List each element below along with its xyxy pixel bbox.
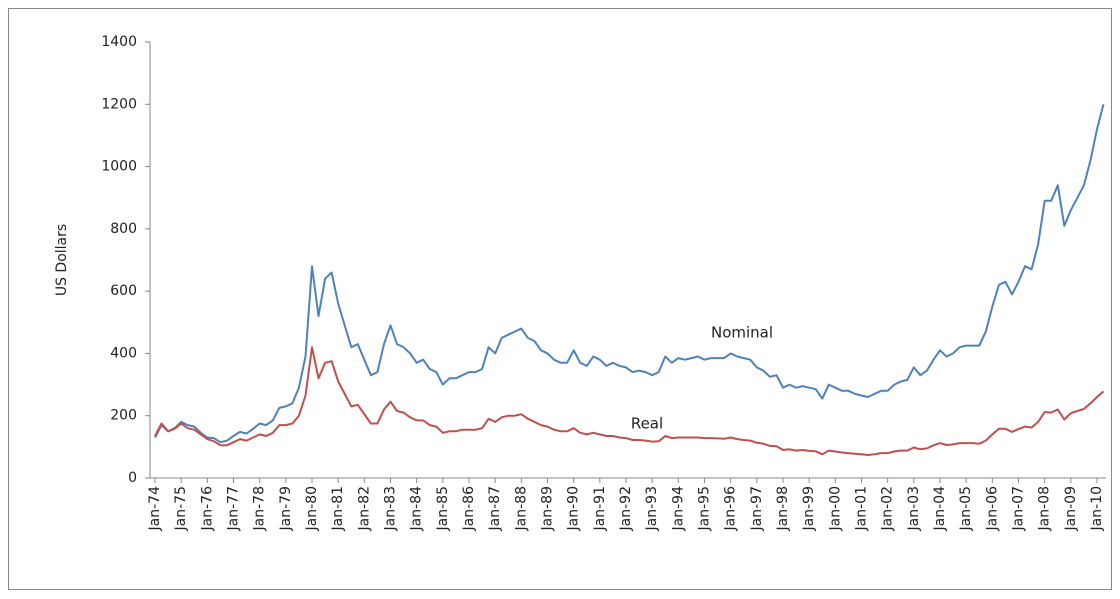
x-tick-label: Jan-90 xyxy=(566,486,582,531)
x-tick-label: Jan-86 xyxy=(461,486,477,532)
x-tick-label: Jan-87 xyxy=(487,486,503,531)
x-tick-label: Jan-97 xyxy=(749,486,765,531)
x-tick-label: Jan-04 xyxy=(932,486,948,532)
x-tick-label: Jan-89 xyxy=(540,486,556,531)
x-tick-label: Jan-98 xyxy=(775,486,791,531)
y-tick-label: 400 xyxy=(110,345,137,361)
x-tick-label: Jan-88 xyxy=(513,486,529,531)
y-tick-label: 800 xyxy=(110,221,137,237)
y-tick-label: 200 xyxy=(110,408,137,424)
x-tick-label: Jan-95 xyxy=(697,486,713,531)
series-label: Nominal xyxy=(711,324,773,342)
x-tick-label: Jan-01 xyxy=(854,486,870,531)
x-tick-label: Jan-07 xyxy=(1011,486,1027,531)
x-tick-label: Jan-06 xyxy=(984,486,1000,532)
x-tick-label: Jan-02 xyxy=(880,486,896,531)
x-tick-label: Jan-76 xyxy=(199,486,215,532)
x-tick-label: Jan-94 xyxy=(670,486,686,532)
y-tick-label: 600 xyxy=(110,283,137,299)
y-tick-label: 0 xyxy=(128,470,137,486)
series-label: Real xyxy=(631,415,663,433)
x-tick-label: Jan-08 xyxy=(1037,486,1053,531)
x-tick-label: Jan-77 xyxy=(226,486,242,531)
x-tick-label: Jan-84 xyxy=(409,486,425,532)
x-tick-label: Jan-09 xyxy=(1063,486,1079,531)
y-axis-label: US Dollars xyxy=(54,224,70,296)
series-line xyxy=(154,346,1105,456)
x-tick-label: Jan-78 xyxy=(252,486,268,531)
x-tick-label: Jan-80 xyxy=(304,486,320,531)
x-tick-label: Jan-83 xyxy=(383,486,399,531)
x-tick-label: Jan-82 xyxy=(356,486,372,531)
x-tick-label: Jan-00 xyxy=(827,486,843,531)
y-tick-label: 1000 xyxy=(101,159,137,175)
x-tick-label: Jan-75 xyxy=(173,486,189,531)
y-tick-label: 1200 xyxy=(101,96,137,112)
x-tick-label: Jan-05 xyxy=(958,486,974,531)
x-tick-label: Jan-10 xyxy=(1089,486,1105,531)
x-tick-label: Jan-93 xyxy=(644,486,660,531)
x-tick-label: Jan-96 xyxy=(723,486,739,532)
series-line xyxy=(154,104,1105,444)
y-tick-label: 1400 xyxy=(101,34,137,50)
x-tick-label: Jan-92 xyxy=(618,486,634,531)
x-tick-label: Jan-74 xyxy=(147,486,163,532)
chart-frame xyxy=(8,8,1112,590)
x-tick-label: Jan-91 xyxy=(592,486,608,531)
x-tick-label: Jan-03 xyxy=(906,486,922,531)
x-tick-label: Jan-81 xyxy=(330,486,346,531)
x-tick-label: Jan-99 xyxy=(801,486,817,531)
x-tick-label: Jan-85 xyxy=(435,486,451,531)
x-tick-label: Jan-79 xyxy=(278,486,294,531)
